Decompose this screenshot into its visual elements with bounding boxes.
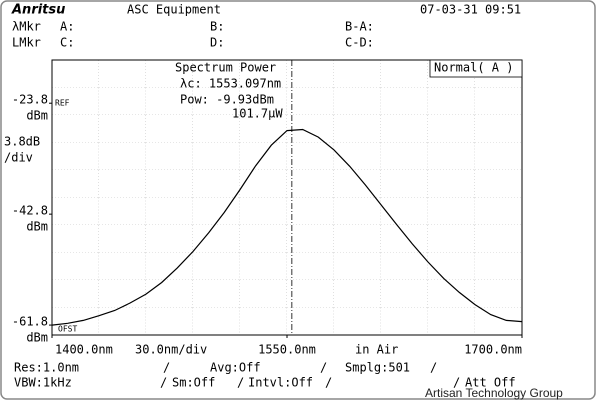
y-tick-label: -42.8 xyxy=(12,204,48,218)
y-unit: dBm xyxy=(26,109,48,123)
datetime: 07-03-31 09:51 xyxy=(420,3,521,17)
setting: Att Off xyxy=(465,376,516,390)
setting: / xyxy=(320,361,327,375)
setting: / xyxy=(453,376,460,390)
setting: Sm:Off xyxy=(172,376,215,390)
marker-field: D: xyxy=(210,36,224,50)
y-unit: dBm xyxy=(26,220,48,234)
annotation: λc: 1553.097nm xyxy=(180,77,281,91)
marker-field: A: xyxy=(60,20,74,34)
trace-mode: Normal( A ) xyxy=(434,61,513,75)
y-scale: 3.8dB xyxy=(4,135,40,149)
x-scale: 30.0nm/div xyxy=(135,343,207,357)
marker-label: λMkr xyxy=(12,20,41,34)
y-tick-label: -23.8 xyxy=(12,93,48,107)
logo: Anritsu xyxy=(11,3,65,18)
mode-box xyxy=(429,59,523,78)
offset-label: OFST xyxy=(58,325,77,334)
setting: Res:1.0nm xyxy=(14,361,79,375)
x-tick-label: 1550.0nm xyxy=(258,343,316,357)
medium: in Air xyxy=(355,343,398,357)
y-scale: /div xyxy=(4,151,33,165)
y-unit: dBm xyxy=(26,331,48,345)
setting: / xyxy=(163,361,170,375)
setting: VBW:1kHz xyxy=(14,376,72,390)
watermark: Artisan Technology Group xyxy=(425,386,563,400)
x-tick-label: 1700.0nm xyxy=(464,343,522,357)
setting: Intvl:Off xyxy=(248,376,313,390)
y-tick-label: -61.8 xyxy=(12,315,48,329)
chart-title: Spectrum Power xyxy=(175,61,276,75)
setting: / xyxy=(237,376,244,390)
setting: / xyxy=(325,376,332,390)
setting: / xyxy=(160,376,167,390)
x-tick-label: 1400.0nm xyxy=(55,343,113,357)
marker-field: B: xyxy=(210,20,224,34)
plot-frame xyxy=(51,59,523,336)
annotation: 101.7μW xyxy=(232,107,283,121)
marker-label: LMkr xyxy=(12,36,41,50)
spectrum-trace xyxy=(51,128,523,326)
instrument-title: ASC Equipment xyxy=(127,3,221,17)
ref-label: REF xyxy=(55,99,70,108)
setting: Avg:Off xyxy=(210,361,261,375)
annotation: Pow: -9.93dBm xyxy=(180,93,274,107)
setting: / xyxy=(430,361,437,375)
marker-field: B-A: xyxy=(345,20,374,34)
marker-field: C: xyxy=(60,36,74,50)
setting: Smplg:501 xyxy=(345,361,410,375)
marker-field: C-D: xyxy=(345,36,374,50)
